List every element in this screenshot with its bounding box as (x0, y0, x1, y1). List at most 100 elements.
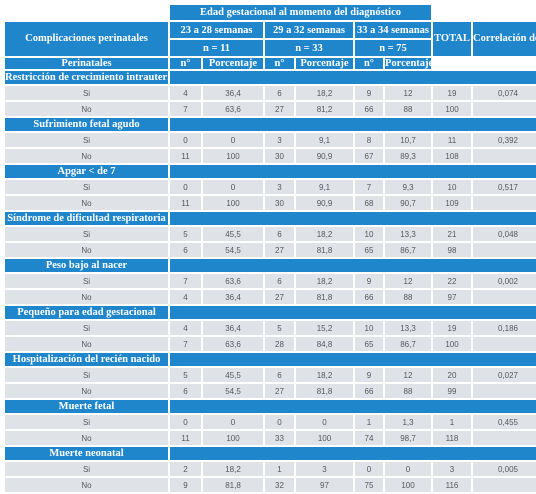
cell-pct-33-34: 88 (385, 384, 431, 398)
cell-pct-29-32: 18,2 (296, 227, 353, 241)
cell-pct-29-32: 100 (296, 431, 353, 445)
cell-pct-33-34: 90,7 (385, 196, 431, 210)
cell-pct-33-34: 86,7 (385, 243, 431, 257)
total-header: TOTAL (433, 22, 471, 56)
cell-pct-23-28: 81,8 (203, 478, 263, 492)
section-header-row: Muerte neonatal (5, 447, 536, 460)
cell-spearman: 0,186 (473, 321, 536, 335)
section-header-row: Peso bajo al nacer (5, 259, 536, 272)
cell-total: 116 (433, 478, 471, 492)
section-title: Pequeño para edad gestacional (5, 306, 168, 319)
cell-n-23-28: 7 (170, 337, 201, 351)
cell-spearman (473, 431, 536, 445)
cell-pct-33-34: 1,3 (385, 415, 431, 429)
cell-n-23-28: 5 (170, 227, 201, 241)
table-row: Si 5 45,5 6 18,2 10 13,3 21 0,048 (5, 227, 536, 241)
pct-header: Porcentaje (296, 58, 353, 69)
header-blank (473, 58, 536, 69)
section-title: Muerte fetal (5, 400, 168, 413)
table-row: Si 4 36,4 6 18,2 9 12 19 0,074 (5, 86, 536, 100)
table-row: Si 7 63,6 6 18,2 9 12 22 0,002 (5, 274, 536, 288)
cell-pct-23-28: 100 (203, 431, 263, 445)
row-label: No (5, 431, 168, 445)
n-header: n° (265, 58, 294, 69)
row-label: No (5, 196, 168, 210)
header-blank (473, 5, 536, 20)
row-label: Si (5, 274, 168, 288)
header-blank (433, 58, 471, 69)
row-label: No (5, 243, 168, 257)
cell-pct-33-34: 9,3 (385, 180, 431, 194)
group-1-n: n = 11 (170, 40, 263, 56)
cell-spearman (473, 196, 536, 210)
cell-n-33-34: 74 (355, 431, 383, 445)
section-band (170, 165, 536, 178)
n-header: n° (170, 58, 201, 69)
cell-n-23-28: 7 (170, 102, 201, 116)
cell-pct-33-34: 88 (385, 290, 431, 304)
cell-n-29-32: 32 (265, 478, 294, 492)
cell-spearman (473, 243, 536, 257)
cell-pct-33-34: 88 (385, 102, 431, 116)
header-blank (5, 5, 168, 20)
group-3-range: 33 a 34 semanas (355, 22, 431, 38)
cell-pct-29-32: 15,2 (296, 321, 353, 335)
cell-total: 100 (433, 337, 471, 351)
section-band (170, 353, 536, 366)
cell-n-23-28: 0 (170, 415, 201, 429)
pct-header: Porcentaje (203, 58, 263, 69)
cell-pct-23-28: 100 (203, 196, 263, 210)
cell-pct-23-28: 36,4 (203, 290, 263, 304)
cell-n-29-32: 3 (265, 133, 294, 147)
group-1-range: 23 a 28 semanas (170, 22, 263, 38)
table-row: No 11 100 33 100 74 98,7 118 (5, 431, 536, 445)
cell-pct-23-28: 100 (203, 149, 263, 163)
cell-spearman: 0,048 (473, 227, 536, 241)
section-band (170, 71, 536, 84)
row-label: Si (5, 368, 168, 382)
row-label: No (5, 384, 168, 398)
table-row: No 6 54,5 27 81,8 65 86,7 98 (5, 243, 536, 257)
section-header-row: Pequeño para edad gestacional (5, 306, 536, 319)
row-label: Si (5, 86, 168, 100)
cell-total: 10 (433, 180, 471, 194)
cell-n-33-34: 8 (355, 133, 383, 147)
cell-total: 98 (433, 243, 471, 257)
cell-pct-23-28: 54,5 (203, 243, 263, 257)
table-row: Si 0 0 3 9,1 8 10,7 11 0,392 (5, 133, 536, 147)
section-title: Peso bajo al nacer (5, 259, 168, 272)
cell-spearman (473, 384, 536, 398)
cell-n-33-34: 66 (355, 102, 383, 116)
section-header-row: Muerte fetal (5, 400, 536, 413)
section-band (170, 400, 536, 413)
cell-n-29-32: 28 (265, 337, 294, 351)
row-label: No (5, 478, 168, 492)
cell-pct-23-28: 45,5 (203, 368, 263, 382)
cell-n-23-28: 4 (170, 321, 201, 335)
n-header: n° (355, 58, 383, 69)
cell-n-23-28: 6 (170, 243, 201, 257)
group-3-n: n = 75 (355, 40, 431, 56)
table-row: Si 0 0 0 0 1 1,3 1 0,455 (5, 415, 536, 429)
header-blank (433, 5, 471, 20)
cell-pct-33-34: 12 (385, 86, 431, 100)
cell-total: 21 (433, 227, 471, 241)
cell-spearman: 0,027 (473, 368, 536, 382)
table-row: No 4 36,4 27 81,8 66 88 97 (5, 290, 536, 304)
cell-pct-23-28: 0 (203, 415, 263, 429)
section-header-row: Sufrimiento fetal agudo (5, 118, 536, 131)
cell-pct-29-32: 81,8 (296, 384, 353, 398)
section-band (170, 447, 536, 460)
cell-total: 118 (433, 431, 471, 445)
cell-spearman: 0,392 (473, 133, 536, 147)
cell-spearman: 0,517 (473, 180, 536, 194)
row-label: Si (5, 415, 168, 429)
row-label: Si (5, 321, 168, 335)
cell-n-33-34: 9 (355, 368, 383, 382)
cell-pct-29-32: 81,8 (296, 243, 353, 257)
cell-n-23-28: 5 (170, 368, 201, 382)
row-label: No (5, 290, 168, 304)
cell-pct-29-32: 84,8 (296, 337, 353, 351)
cell-pct-23-28: 63,6 (203, 274, 263, 288)
cell-n-23-28: 11 (170, 149, 201, 163)
